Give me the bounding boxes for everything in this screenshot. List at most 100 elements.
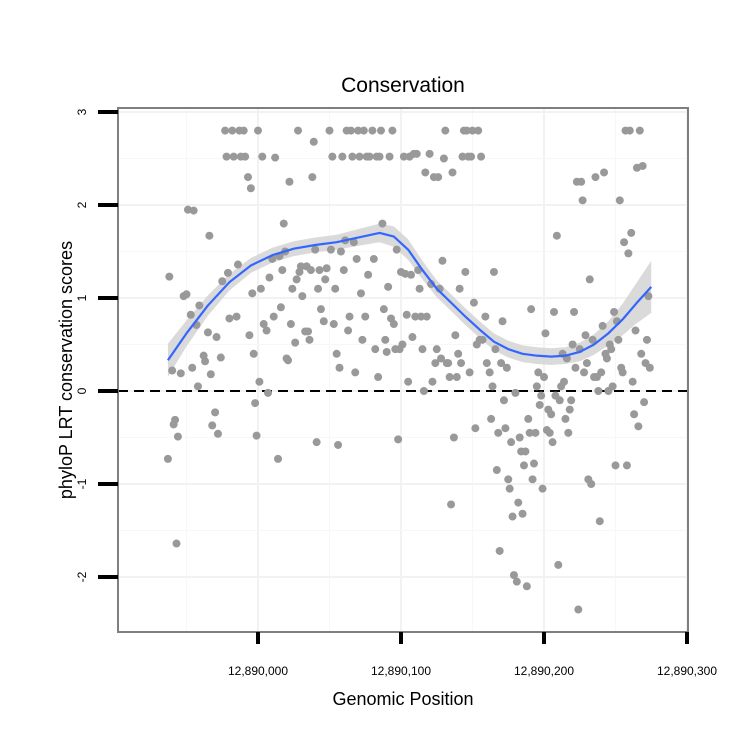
data-point (488, 382, 497, 391)
data-point (428, 377, 437, 386)
data-point (565, 405, 574, 414)
data-point (345, 312, 354, 321)
data-point (222, 152, 231, 161)
data-point (594, 387, 603, 395)
data-point (438, 256, 447, 265)
data-point (441, 126, 450, 135)
data-point (314, 284, 323, 293)
data-point (292, 275, 301, 284)
plot-panel (118, 108, 688, 632)
data-point (527, 305, 536, 314)
data-point (607, 345, 616, 354)
data-point (452, 373, 461, 382)
data-point (447, 500, 456, 509)
data-point (186, 310, 195, 319)
data-point (454, 349, 463, 358)
data-point (203, 328, 212, 337)
data-point (311, 245, 320, 254)
data-point (531, 428, 540, 437)
data-point (245, 331, 254, 340)
data-point (356, 289, 365, 298)
data-point (332, 349, 341, 358)
data-point (359, 126, 368, 135)
data-point (352, 254, 361, 263)
data-point (334, 440, 343, 449)
data-point (494, 428, 503, 437)
data-point (223, 268, 232, 277)
data-point (560, 377, 569, 386)
data-point (640, 398, 649, 407)
data-point (294, 126, 303, 135)
data-point (306, 266, 315, 275)
data-point (469, 298, 478, 307)
data-point (163, 454, 172, 463)
data-point (524, 414, 533, 423)
data-point (615, 196, 624, 205)
data-point (262, 326, 271, 335)
data-point (407, 270, 416, 279)
data-point (284, 356, 293, 365)
data-point (482, 359, 491, 368)
data-point (374, 373, 383, 382)
data-point (571, 363, 580, 372)
data-point (427, 280, 436, 289)
x-tick-label: 12,890,300 (657, 664, 717, 678)
data-point (229, 152, 238, 161)
data-point (404, 377, 413, 386)
data-point (642, 335, 651, 344)
data-point (239, 126, 248, 135)
data-point (344, 326, 353, 335)
data-point (509, 571, 518, 580)
smooth-line (167, 231, 653, 361)
data-point (171, 415, 180, 424)
x-axis-label: Genomic Position (332, 689, 473, 709)
data-point (489, 267, 498, 276)
data-point (402, 310, 411, 319)
data-point (507, 438, 516, 447)
data-point (205, 231, 214, 240)
data-point (451, 331, 460, 340)
data-point (419, 387, 428, 395)
data-point (502, 363, 511, 372)
data-point (541, 329, 550, 338)
data-point (597, 368, 606, 377)
data-point (622, 461, 631, 470)
data-point (305, 335, 314, 344)
data-point (398, 340, 407, 349)
x-tick-label: 12,890,000 (228, 664, 288, 678)
data-point (225, 314, 234, 323)
data-point (582, 359, 591, 368)
confidence-ribbon (167, 223, 652, 378)
data-point (455, 284, 464, 293)
data-point (264, 388, 273, 397)
data-point (501, 424, 510, 433)
data-point (193, 382, 202, 391)
data-point (288, 284, 297, 293)
data-point (577, 177, 586, 186)
data-point (213, 429, 222, 438)
data-point (212, 333, 221, 342)
data-point (540, 373, 548, 382)
data-point (255, 377, 264, 386)
data-point (259, 320, 268, 329)
data-point (634, 422, 643, 431)
data-point (232, 312, 241, 321)
data-point (587, 480, 596, 488)
data-point (521, 447, 530, 456)
data-point (415, 284, 424, 293)
data-point (631, 326, 640, 335)
data-point (610, 307, 619, 316)
data-point (168, 366, 177, 375)
data-point (532, 382, 541, 391)
data-point (349, 238, 358, 247)
data-point (165, 272, 174, 281)
data-point (465, 368, 474, 377)
x-axis: 12,890,000 12,890,100 12,890,200 12,890,300 (228, 632, 717, 678)
data-point (477, 152, 486, 161)
data-point (361, 312, 370, 321)
y-tick-label: 2 (75, 201, 89, 208)
data-point (457, 359, 466, 368)
data-point (285, 177, 294, 186)
data-point (491, 345, 500, 354)
data-point (474, 126, 483, 135)
